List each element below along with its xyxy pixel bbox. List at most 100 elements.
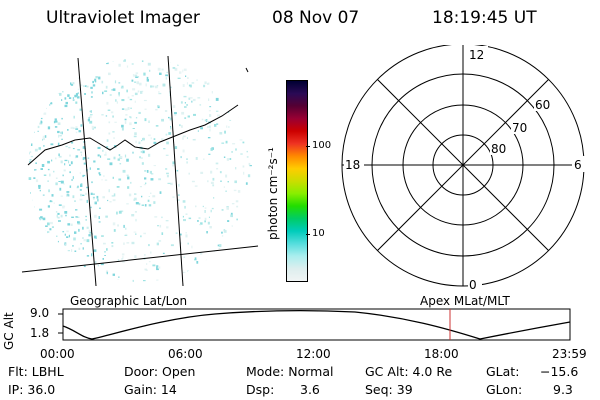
speckle: [211, 91, 213, 94]
speckle: [140, 157, 143, 159]
speckle: [207, 126, 209, 129]
speckle: [142, 150, 145, 154]
speckle: [172, 161, 175, 165]
altitude-ylabel: GC Alt: [2, 312, 16, 350]
speckle: [184, 102, 186, 104]
speckle: [123, 60, 126, 62]
speckle: [166, 172, 169, 175]
speckle: [28, 141, 31, 143]
speckle: [152, 195, 156, 198]
speckle: [71, 249, 73, 252]
speckle: [156, 265, 159, 269]
speckle: [29, 199, 33, 202]
speckle: [107, 199, 109, 202]
speckle: [58, 204, 62, 206]
speckle: [112, 88, 116, 91]
speckle: [180, 242, 182, 245]
speckle: [248, 162, 251, 166]
speckle: [47, 85, 50, 87]
speckle: [194, 185, 198, 187]
speckle: [186, 104, 188, 106]
speckle: [92, 196, 95, 199]
speckle: [57, 80, 61, 84]
speckle: [191, 180, 195, 183]
speckle: [177, 77, 181, 79]
status-dsp-value: 3.6: [300, 382, 320, 397]
speckle: [67, 129, 69, 131]
speckle: [68, 97, 72, 99]
speckle: [37, 125, 40, 129]
speckle: [33, 97, 36, 101]
speckle: [72, 176, 74, 180]
mlt-label-left: 18: [345, 158, 360, 172]
speckle: [153, 201, 156, 204]
speckle: [121, 253, 125, 256]
speckle: [120, 156, 123, 159]
speckle: [36, 279, 39, 282]
speckle: [54, 118, 57, 121]
speckle: [78, 281, 81, 282]
speckle: [153, 141, 157, 144]
speckle: [223, 156, 226, 158]
speckle: [123, 242, 125, 245]
altitude-xtick-0000: 00:00: [40, 347, 75, 361]
speckle: [29, 151, 32, 153]
speckle: [47, 205, 50, 208]
speckle: [223, 230, 227, 233]
speckle: [104, 251, 106, 253]
speckle: [124, 121, 127, 124]
speckle: [214, 70, 217, 73]
speckle: [215, 110, 219, 112]
speckle: [113, 281, 116, 282]
speckle: [226, 68, 228, 72]
speckle: [61, 69, 63, 71]
speckle: [90, 86, 93, 89]
speckle: [42, 71, 45, 73]
speckle: [182, 149, 185, 153]
speckle: [158, 240, 162, 242]
speckle: [37, 70, 41, 73]
speckle: [201, 61, 204, 63]
speckle: [197, 130, 199, 132]
speckle: [246, 156, 249, 158]
speckle: [55, 157, 57, 160]
speckle: [115, 99, 117, 102]
speckle: [139, 186, 142, 188]
colorbar-label-10: 10: [312, 228, 325, 239]
speckle: [209, 128, 211, 132]
speckle: [150, 192, 152, 194]
altitude-curve: [62, 310, 571, 340]
speckle: [227, 87, 230, 89]
speckle: [99, 174, 102, 176]
speckle: [157, 105, 160, 109]
speckle: [112, 273, 115, 276]
colorbar-unit-label: photon cm⁻²s⁻¹: [266, 147, 280, 240]
speckle: [186, 158, 188, 160]
speckle: [117, 158, 120, 161]
longitude-line-left: [77, 57, 97, 287]
speckle: [141, 162, 144, 165]
polar-diagonal-2: [377, 79, 549, 251]
speckle: [79, 198, 83, 201]
speckle: [215, 162, 219, 165]
speckle: [134, 193, 137, 195]
speckle: [189, 97, 193, 99]
speckle: [242, 279, 246, 282]
speckle: [131, 95, 134, 97]
speckle: [183, 95, 187, 98]
speckle: [68, 234, 70, 238]
speckle: [67, 94, 70, 97]
speckle: [63, 169, 66, 172]
altitude-xtick-2359: 23:59: [552, 347, 587, 361]
speckle: [221, 231, 223, 234]
speckle: [112, 131, 115, 133]
speckle: [79, 108, 83, 111]
speckle: [143, 232, 146, 235]
speckle: [98, 221, 101, 223]
speckle: [44, 78, 46, 81]
speckle: [92, 128, 94, 130]
speckle: [231, 151, 233, 153]
speckle: [141, 140, 143, 142]
status-gain: Gain: 14: [124, 382, 177, 397]
speckle: [44, 232, 48, 235]
